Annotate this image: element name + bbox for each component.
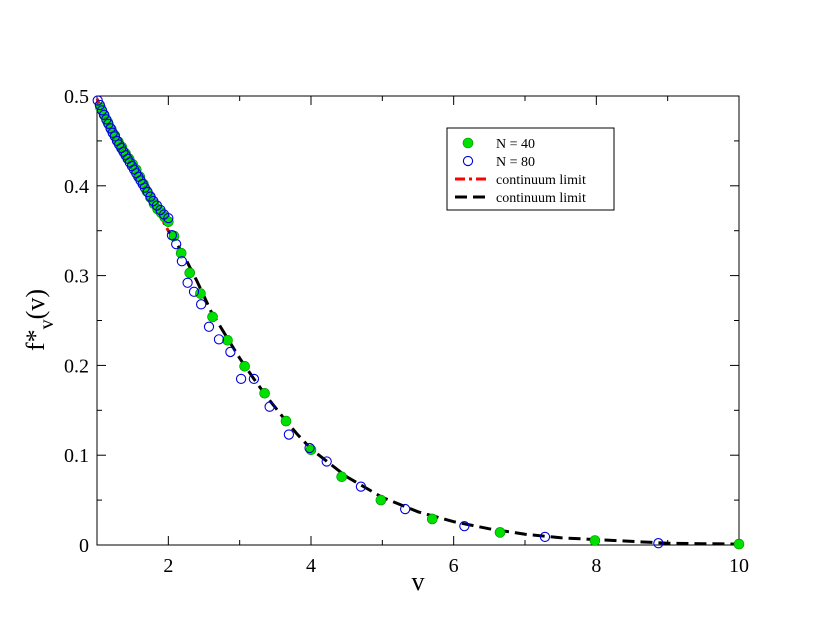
point-n40 [589,535,601,546]
point-n40 [305,444,317,456]
y-axis-label-argument: (v) [21,289,50,319]
point-n80 [248,373,260,385]
x-tick-label: 8 [591,555,601,577]
point-n80 [94,99,106,111]
x-axis-label: v [412,567,425,596]
point-n80 [182,277,193,288]
y-tick-label: 0.5 [64,86,89,108]
point-n40 [222,334,233,346]
point-n40 [195,288,206,299]
point-n40 [259,387,270,399]
point-n80 [213,334,225,345]
point-n80 [653,538,664,549]
point-n80 [459,520,470,532]
legend: N = 40 N = 80 continuum limit continuum lim… [446,127,615,211]
point-n80 [355,481,367,492]
point-n80 [235,373,247,385]
legend-entry-label: continuum limit [496,191,586,206]
axes: 2 4 6 8 10 0 0.1 0.2 0.3 0.4 0.5 [64,86,749,577]
point-n40 [375,494,387,506]
point-n80 [195,299,207,310]
x-tick-label: 2 [163,555,173,577]
y-tick-label: 0.2 [64,355,89,377]
legend-marker-n80 [462,155,474,167]
x-tick-label: 4 [306,555,316,577]
y-tick-label: 0.4 [64,176,89,198]
point-n40 [207,311,218,323]
point-n40 [426,513,438,525]
point-n80 [203,321,215,332]
point-n80 [188,286,200,297]
point-n80 [264,401,275,412]
point-n80 [304,442,315,454]
point-n80 [163,212,174,224]
point-n40 [175,247,187,259]
legend-entry-label: N = 40 [496,137,535,152]
x-tick-label: 10 [729,555,749,577]
y-axis-label-main: f* [21,329,50,351]
y-tick-label: 0.3 [64,266,89,288]
plot-series [92,95,745,550]
point-n40 [280,415,292,427]
legend-entry-label: continuum limit [496,173,586,188]
legend-marker-n40 [462,137,474,149]
point-n80 [176,256,188,267]
x-tick-label: 6 [449,555,459,577]
point-n40 [336,471,347,483]
point-n80 [539,531,551,543]
point-n80 [166,230,178,241]
point-n80 [321,456,332,467]
point-n80 [400,503,411,515]
point-n80 [171,239,182,250]
point-n80 [225,346,236,358]
point-n80 [283,429,295,440]
point-n40 [494,527,506,538]
legend-entry-label: N = 80 [496,155,535,170]
y-axis-label-subscript: v [36,319,58,329]
y-tick-label: 0 [79,535,89,557]
y-axis-label: f*v(v) [21,289,58,351]
point-n40 [184,267,196,279]
y-tick-label: 0.1 [64,445,89,467]
point-n40 [239,360,250,372]
point-n40 [733,538,745,550]
